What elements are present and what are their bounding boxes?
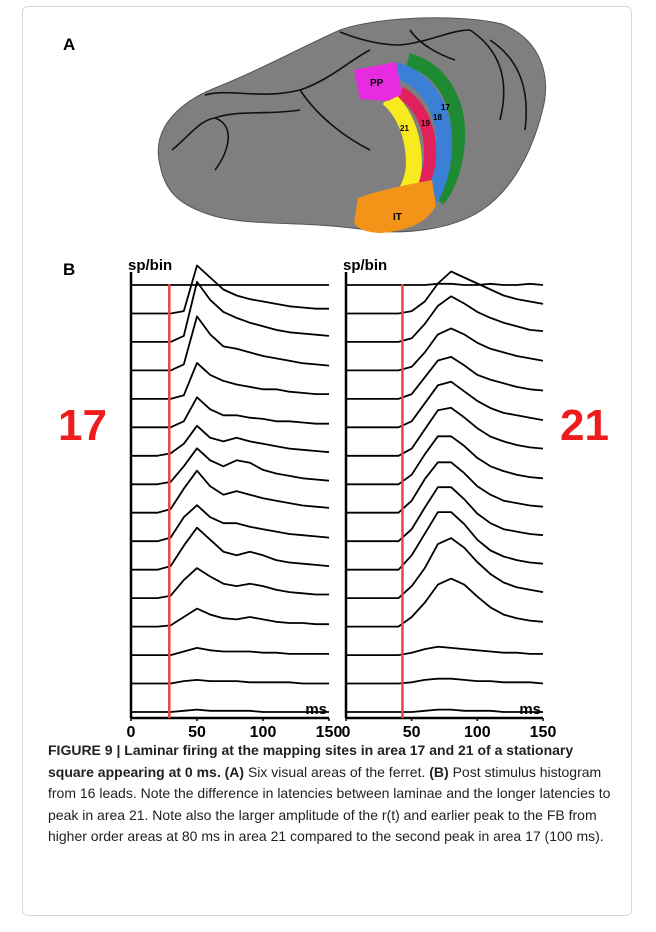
brain-diagram: PP IT 21 19 18 17 (157, 17, 547, 233)
area-title: 17 (58, 401, 107, 450)
area-label: PP (370, 78, 384, 89)
x-tick-label: 150 (316, 724, 343, 740)
trace (131, 567, 329, 599)
trace (131, 526, 330, 571)
trace (346, 461, 544, 514)
panel-label: A (63, 35, 75, 54)
trace (346, 435, 544, 486)
trace (131, 264, 329, 315)
trace (346, 295, 544, 343)
area-label: 18 (433, 113, 442, 122)
caption-part-text: Post stimulus histogram from 16 leads. N… (48, 763, 611, 845)
trace (131, 315, 330, 372)
figure-frame (22, 6, 632, 916)
trace (131, 647, 329, 656)
x-tick-label: 50 (188, 724, 206, 740)
area-18-band (393, 62, 453, 207)
area-pp (354, 62, 402, 101)
trace (131, 469, 330, 514)
trace (346, 282, 544, 286)
trace (131, 708, 329, 713)
area-label: 17 (441, 103, 450, 112)
caption: FIGURE 9 | Laminar firing at the mapping… (48, 740, 620, 848)
trace (346, 577, 544, 628)
caption-part-label: (B) (429, 763, 449, 780)
trace (346, 511, 544, 571)
x-tick-label: 100 (250, 724, 277, 740)
area-it (354, 180, 436, 233)
y-axis-label: sp/bin (343, 257, 387, 274)
trace (131, 504, 330, 543)
trace (346, 645, 543, 656)
x-tick-label: 50 (403, 724, 421, 740)
area-label: 19 (421, 119, 430, 128)
caption-part-text: Six visual areas of the ferret. (247, 763, 426, 780)
trace (346, 327, 544, 372)
x-tick-label: 100 (464, 724, 491, 740)
trace (346, 270, 544, 315)
caption-title: FIGURE 9 | Laminar firing at the mapping… (48, 742, 574, 780)
trace (346, 537, 544, 599)
trace (131, 361, 329, 400)
area-label: IT (393, 212, 402, 223)
sulci (171, 29, 528, 171)
trace (131, 607, 329, 628)
figure: A PP IT 21 19 18 17 B 17 21 sp/bin ms 0 50 1… (58, 17, 609, 740)
trace (131, 424, 330, 457)
trace (131, 396, 329, 429)
brain (157, 17, 547, 233)
trace (346, 380, 544, 429)
y-axis-label: sp/bin (128, 257, 172, 274)
trace (346, 677, 544, 685)
area-title: 21 (560, 401, 609, 450)
trace (346, 355, 544, 400)
x-axis-label: ms (519, 701, 541, 718)
trace (131, 679, 329, 685)
trace (131, 447, 330, 486)
trace (346, 406, 544, 457)
area-label: 21 (400, 124, 409, 133)
trace (131, 280, 330, 343)
trace (346, 708, 543, 713)
panel-label: B (63, 260, 75, 279)
area-17-band (405, 53, 466, 205)
x-axis-label: ms (305, 701, 327, 718)
caption-part-label: (A) (224, 763, 245, 780)
x-tick-label: 0 (127, 724, 136, 740)
x-tick-label: 0 (342, 724, 351, 740)
trace (346, 486, 544, 543)
x-tick-label: 150 (530, 724, 557, 740)
